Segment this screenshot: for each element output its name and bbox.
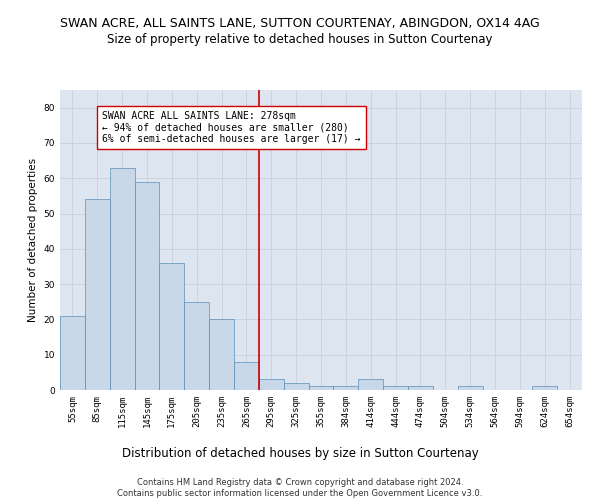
Bar <box>358 380 383 390</box>
Bar <box>259 380 284 390</box>
Bar <box>383 386 408 390</box>
Bar <box>284 383 308 390</box>
Bar <box>110 168 134 390</box>
Bar <box>408 386 433 390</box>
Bar <box>184 302 209 390</box>
Text: Distribution of detached houses by size in Sutton Courtenay: Distribution of detached houses by size … <box>122 448 478 460</box>
Text: SWAN ACRE ALL SAINTS LANE: 278sqm
← 94% of detached houses are smaller (280)
6% : SWAN ACRE ALL SAINTS LANE: 278sqm ← 94% … <box>102 111 361 144</box>
Bar <box>234 362 259 390</box>
Bar <box>134 182 160 390</box>
Bar <box>209 320 234 390</box>
Text: Contains HM Land Registry data © Crown copyright and database right 2024.
Contai: Contains HM Land Registry data © Crown c… <box>118 478 482 498</box>
Text: Size of property relative to detached houses in Sutton Courtenay: Size of property relative to detached ho… <box>107 32 493 46</box>
Bar <box>532 386 557 390</box>
Bar <box>160 263 184 390</box>
Text: SWAN ACRE, ALL SAINTS LANE, SUTTON COURTENAY, ABINGDON, OX14 4AG: SWAN ACRE, ALL SAINTS LANE, SUTTON COURT… <box>60 18 540 30</box>
Bar <box>458 386 482 390</box>
Bar <box>60 316 85 390</box>
Bar <box>334 386 358 390</box>
Bar <box>308 386 334 390</box>
Bar <box>85 200 110 390</box>
Y-axis label: Number of detached properties: Number of detached properties <box>28 158 38 322</box>
